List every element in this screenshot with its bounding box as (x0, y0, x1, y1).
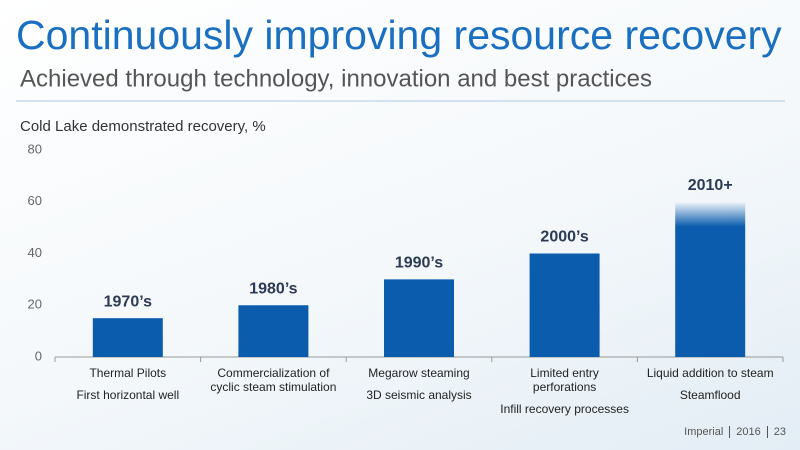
bar (675, 201, 746, 357)
bar-label: 2010+ (688, 177, 733, 194)
bar-label: 2000’s (540, 229, 588, 246)
description-text: Liquid addition to steam (646, 366, 774, 380)
footer-text: 2016 (729, 426, 761, 438)
description-text: Steamflood (679, 388, 741, 402)
category-description: Megarow steaming 3D seismic analysis (353, 366, 485, 402)
description-text: 3D seismic analysis (366, 388, 472, 402)
y-tick-label: 80 (28, 141, 42, 156)
description-text: Megarow steaming (368, 366, 470, 380)
description-text: Commercialization of cyclic steam stimul… (210, 366, 337, 394)
y-tick-label: 20 (28, 297, 42, 312)
bar (384, 279, 454, 357)
subtitle: Achieved through technology, innovation … (20, 65, 652, 92)
y-tick-label: 60 (28, 193, 42, 208)
description-text: Thermal Pilots (89, 366, 167, 380)
y-tick-label: 0 (35, 348, 42, 363)
bar (529, 253, 600, 357)
bar-label: 1980’s (249, 280, 297, 297)
bar (92, 318, 163, 357)
bar-label: 1990’s (395, 255, 443, 272)
category-description: Commercialization of cyclic steam stimul… (207, 366, 339, 394)
category-description: Liquid addition to steam Steamflood (644, 366, 776, 402)
footer: Imperial 2016 23 (684, 426, 786, 438)
footer-text: 23 (766, 426, 786, 438)
description-text: Infill recovery processes (500, 402, 629, 416)
description-text: Limited entry perforations (530, 366, 599, 394)
bar (238, 305, 309, 357)
title: Continuously improving resource recovery (16, 12, 782, 58)
bar-label: 1970’s (104, 293, 152, 310)
footer-text: Imperial (684, 426, 724, 438)
description-text: First horizontal well (76, 388, 180, 402)
axis-label: Cold Lake demonstrated recovery, % (20, 118, 266, 135)
category-description: Limited entry perforations Infill recover… (499, 366, 631, 416)
y-tick-label: 40 (28, 245, 42, 260)
category-description: Thermal Pilots First horizontal well (62, 366, 194, 402)
